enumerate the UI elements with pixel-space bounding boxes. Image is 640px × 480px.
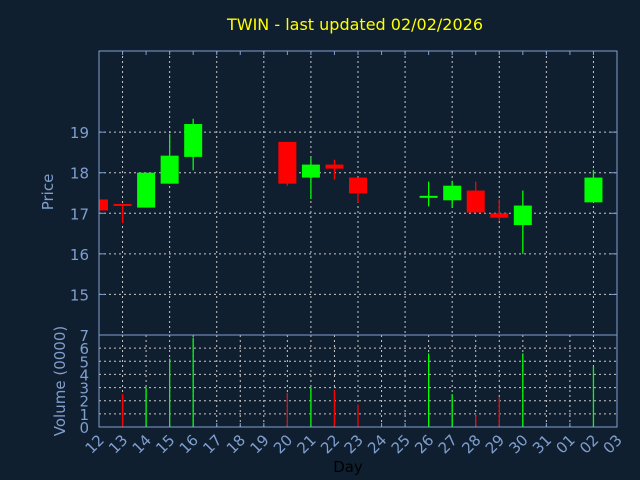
candle-body (113, 203, 132, 206)
x-tick-label: 18 (223, 431, 249, 457)
candle-body (419, 195, 438, 198)
x-tick-label: 23 (341, 431, 367, 457)
candle-body (584, 177, 603, 203)
chart-title: TWIN - last updated 02/02/2026 (226, 15, 483, 34)
x-tick-label: 21 (294, 431, 320, 457)
x-tick-label: 20 (270, 431, 296, 457)
candle-body (443, 185, 462, 201)
x-tick-label: 24 (364, 431, 390, 457)
x-tick-label: 28 (458, 431, 484, 457)
candle-body (349, 177, 367, 194)
candle-body (325, 164, 344, 169)
candle-body (301, 164, 320, 178)
candle-body (278, 141, 297, 184)
volume-tick-label: 2 (79, 393, 89, 411)
candle-body (490, 213, 509, 218)
candle-body (137, 172, 156, 208)
volume-tick-label: 3 (79, 380, 89, 398)
x-tick-label: 19 (246, 431, 272, 457)
x-tick-label: 25 (388, 431, 414, 457)
price-tick-label: 15 (70, 286, 89, 304)
volume-tick-label: 5 (79, 353, 89, 371)
price-tick-label: 16 (70, 246, 89, 264)
price-tick-label: 17 (70, 205, 89, 223)
candle-body (466, 190, 485, 213)
price-tick-label: 18 (70, 165, 89, 183)
volume-axis-label: Volume (0000) (51, 326, 69, 436)
price-tick-label: 19 (70, 124, 89, 142)
candle-body (184, 124, 203, 157)
volume-tick-label: 1 (79, 406, 89, 424)
x-tick-label: 14 (129, 431, 155, 457)
volume-plot-frame (98, 334, 618, 428)
x-tick-label: 26 (411, 431, 437, 457)
volume-tick-label: 6 (79, 340, 89, 358)
price-axis-label: Price (39, 174, 57, 211)
x-tick-label: 29 (482, 431, 508, 457)
candles (99, 118, 603, 254)
x-tick-label: 31 (529, 431, 555, 457)
volume-tick-label: 4 (79, 366, 89, 384)
candle-body (513, 205, 532, 226)
x-axis-label: Day (333, 458, 363, 476)
x-tick-label: 30 (505, 431, 531, 457)
volume-tick-label: 7 (79, 327, 89, 345)
x-tick-label: 17 (199, 431, 225, 457)
candle-body (99, 199, 108, 211)
x-tick-label: 27 (435, 431, 461, 457)
x-tick-label: 01 (553, 431, 579, 457)
x-tick-label: 13 (105, 431, 131, 457)
x-tick-label: 22 (317, 431, 343, 457)
volume-tick-label: 0 (79, 419, 89, 437)
x-tick-label: 15 (152, 431, 178, 457)
candle-body (160, 155, 179, 184)
x-tick-label: 16 (176, 431, 202, 457)
x-tick-label: 03 (600, 431, 626, 457)
x-tick-label: 02 (576, 431, 602, 457)
